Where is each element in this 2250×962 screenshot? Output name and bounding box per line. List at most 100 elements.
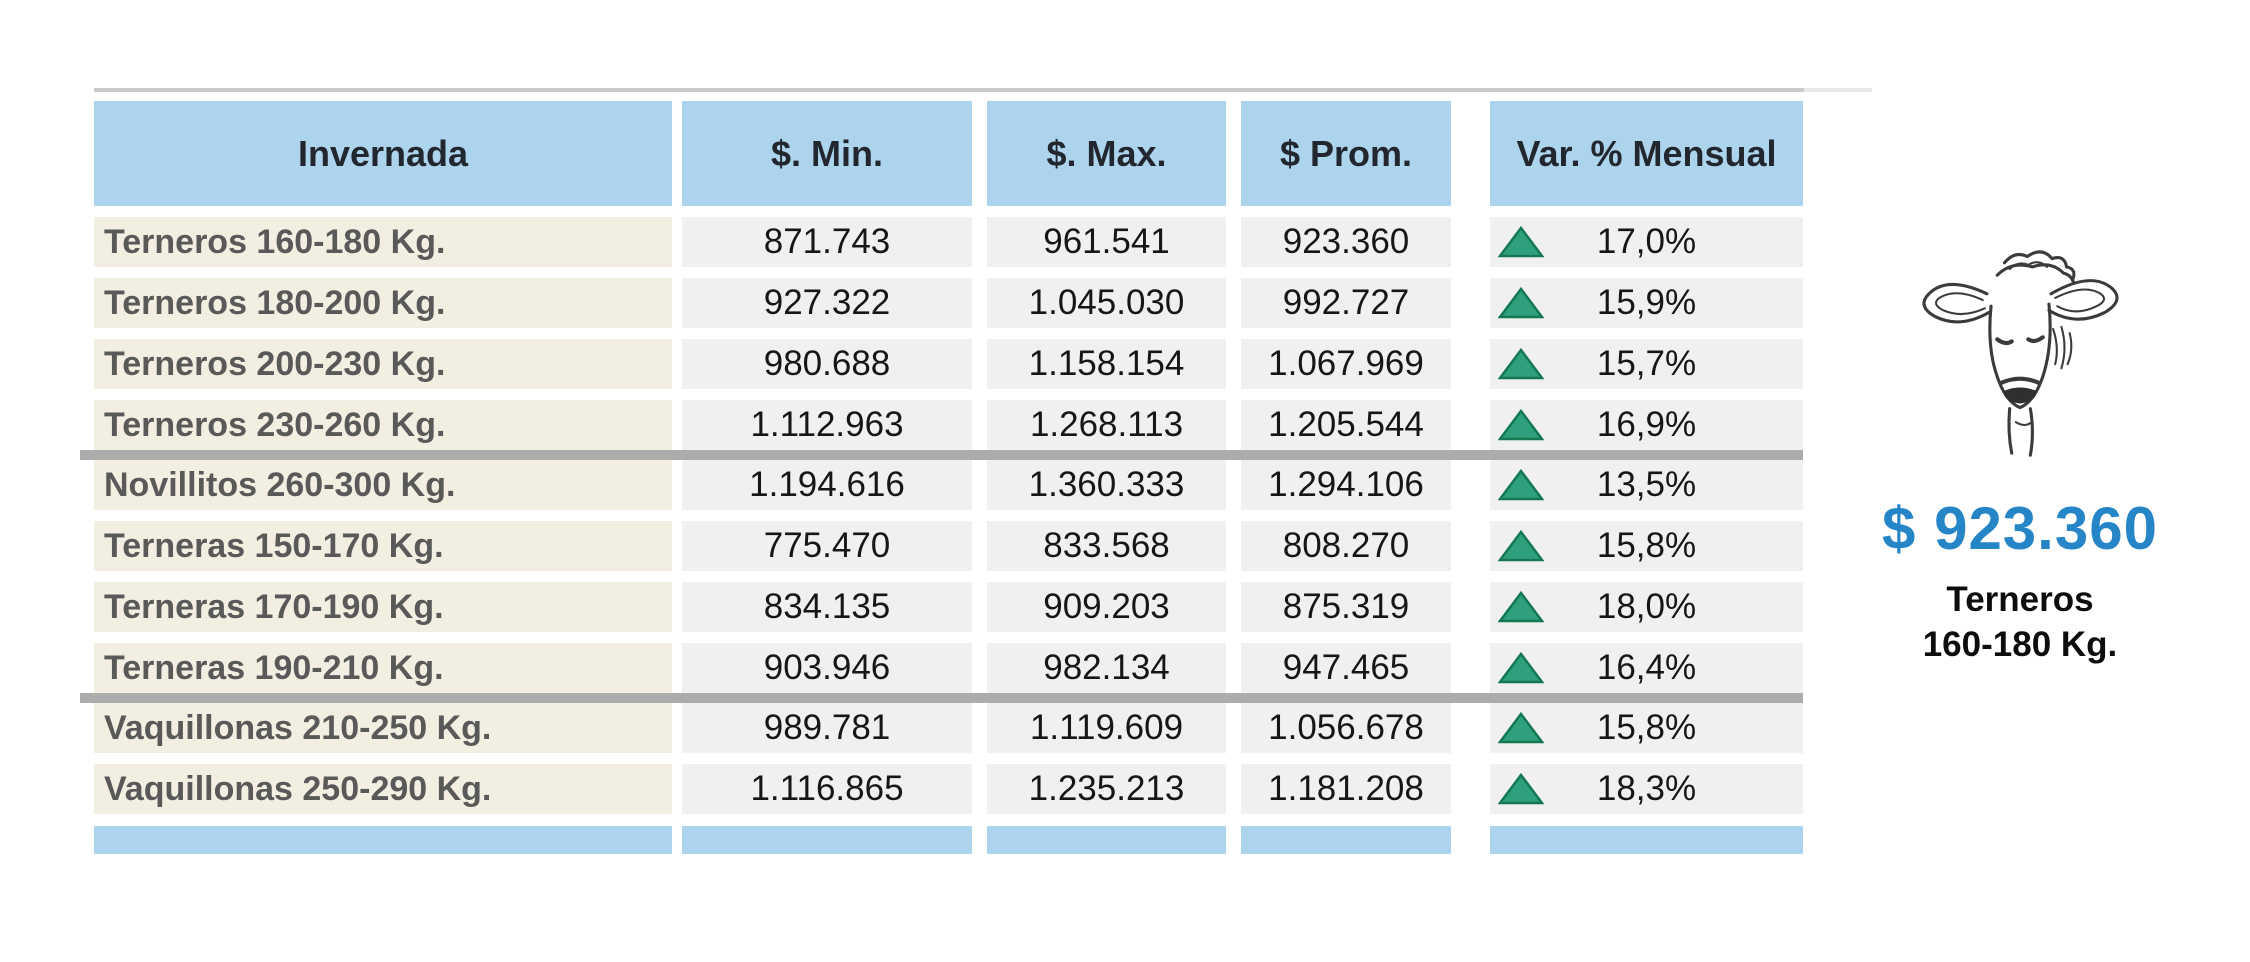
variation-percent: 17,0% bbox=[1596, 222, 1697, 261]
row-max-price: 1.045.030 bbox=[987, 278, 1226, 328]
footer-band-segment bbox=[1241, 826, 1451, 854]
variation-percent: 16,4% bbox=[1596, 648, 1697, 687]
row-monthly-variation: 16,9% bbox=[1490, 400, 1803, 450]
row-monthly-variation: 15,7% bbox=[1490, 339, 1803, 389]
variation-percent: 13,5% bbox=[1596, 465, 1697, 504]
highlight-category-line1: Terneros bbox=[1946, 580, 2094, 619]
highlight-panel: $ 923.360 Terneros 160-180 Kg. bbox=[1848, 240, 2192, 667]
row-category-label: Terneros 230-260 Kg. bbox=[94, 400, 672, 450]
row-min-price: 903.946 bbox=[682, 643, 972, 693]
variation-percent: 18,3% bbox=[1596, 769, 1697, 808]
row-avg-price: 1.181.208 bbox=[1241, 764, 1451, 814]
variation-percent: 16,9% bbox=[1596, 405, 1697, 444]
row-category-label: Terneros 180-200 Kg. bbox=[94, 278, 672, 328]
table-top-border-line bbox=[94, 88, 1804, 92]
row-min-price: 1.194.616 bbox=[682, 460, 972, 510]
row-monthly-variation: 16,4% bbox=[1490, 643, 1803, 693]
row-category-label: Terneros 160-180 Kg. bbox=[94, 217, 672, 267]
table-row: Terneros 200-230 Kg. 980.688 1.158.154 1.06… bbox=[94, 339, 1803, 389]
row-min-price: 834.135 bbox=[682, 582, 972, 632]
row-avg-price: 1.056.678 bbox=[1241, 703, 1451, 753]
variation-percent: 18,0% bbox=[1596, 587, 1697, 626]
row-avg-price: 947.465 bbox=[1241, 643, 1451, 693]
row-avg-price: 1.205.544 bbox=[1241, 400, 1451, 450]
row-monthly-variation: 18,0% bbox=[1490, 582, 1803, 632]
row-max-price: 909.203 bbox=[987, 582, 1226, 632]
table-row: Terneras 170-190 Kg. 834.135 909.203 875.31… bbox=[94, 582, 1803, 632]
row-category-label: Novillitos 260-300 Kg. bbox=[94, 460, 672, 510]
table-footer-band bbox=[94, 826, 1803, 854]
row-monthly-variation: 15,8% bbox=[1490, 703, 1803, 753]
up-triangle-icon bbox=[1498, 529, 1544, 562]
table-row: Terneros 180-200 Kg. 927.322 1.045.030 992.… bbox=[94, 278, 1803, 328]
footer-band-segment bbox=[1490, 826, 1803, 854]
row-avg-price: 808.270 bbox=[1241, 521, 1451, 571]
row-category-label: Terneras 150-170 Kg. bbox=[94, 521, 672, 571]
up-triangle-icon bbox=[1498, 347, 1544, 380]
group-divider bbox=[80, 450, 1803, 460]
row-max-price: 1.158.154 bbox=[987, 339, 1226, 389]
up-triangle-icon bbox=[1498, 651, 1544, 684]
header-monthly-var: Var. % Mensual bbox=[1490, 101, 1803, 206]
row-category-label: Terneras 190-210 Kg. bbox=[94, 643, 672, 693]
footer-band-segment bbox=[682, 826, 972, 854]
row-min-price: 989.781 bbox=[682, 703, 972, 753]
row-avg-price: 923.360 bbox=[1241, 217, 1451, 267]
row-min-price: 980.688 bbox=[682, 339, 972, 389]
row-monthly-variation: 13,5% bbox=[1490, 460, 1803, 510]
highlight-category-line2: 160-180 Kg. bbox=[1922, 625, 2118, 664]
header-invernada: Invernada bbox=[94, 101, 672, 206]
row-min-price: 871.743 bbox=[682, 217, 972, 267]
row-monthly-variation: 15,9% bbox=[1490, 278, 1803, 328]
row-category-label: Vaquillonas 250-290 Kg. bbox=[94, 764, 672, 814]
up-triangle-icon bbox=[1498, 225, 1544, 258]
group-divider bbox=[80, 693, 1803, 703]
row-monthly-variation: 15,8% bbox=[1490, 521, 1803, 571]
table-row: Terneras 190-210 Kg. 903.946 982.134 947.46… bbox=[94, 643, 1803, 693]
up-triangle-icon bbox=[1498, 468, 1544, 501]
row-category-label: Terneros 200-230 Kg. bbox=[94, 339, 672, 389]
header-avg-price: $ Prom. bbox=[1241, 101, 1451, 206]
row-avg-price: 1.294.106 bbox=[1241, 460, 1451, 510]
row-avg-price: 875.319 bbox=[1241, 582, 1451, 632]
up-triangle-icon bbox=[1498, 590, 1544, 623]
row-min-price: 1.112.963 bbox=[682, 400, 972, 450]
row-monthly-variation: 17,0% bbox=[1490, 217, 1803, 267]
row-max-price: 1.235.213 bbox=[987, 764, 1226, 814]
row-max-price: 1.360.333 bbox=[987, 460, 1226, 510]
row-avg-price: 1.067.969 bbox=[1241, 339, 1451, 389]
row-max-price: 982.134 bbox=[987, 643, 1226, 693]
cow-sketch-icon bbox=[1922, 250, 2119, 457]
row-max-price: 961.541 bbox=[987, 217, 1226, 267]
table-row: Vaquillonas 250-290 Kg. 1.116.865 1.235.21… bbox=[94, 764, 1803, 814]
variation-percent: 15,7% bbox=[1596, 344, 1697, 383]
table-header-row: Invernada $. Min. $. Max. $ Prom. Var. %… bbox=[94, 101, 1803, 206]
table-row: Terneras 150-170 Kg. 775.470 833.568 808.27… bbox=[94, 521, 1803, 571]
row-min-price: 927.322 bbox=[682, 278, 972, 328]
table-row: Terneros 160-180 Kg. 871.743 961.541 923.36… bbox=[94, 217, 1803, 267]
row-category-label: Vaquillonas 210-250 Kg. bbox=[94, 703, 672, 753]
up-triangle-icon bbox=[1498, 286, 1544, 319]
up-triangle-icon bbox=[1498, 772, 1544, 805]
table-body: Terneros 160-180 Kg. 871.743 961.541 923.36… bbox=[80, 217, 1803, 814]
table-row: Novillitos 260-300 Kg. 1.194.616 1.360.333… bbox=[94, 460, 1803, 510]
row-min-price: 775.470 bbox=[682, 521, 972, 571]
row-max-price: 833.568 bbox=[987, 521, 1226, 571]
row-avg-price: 992.727 bbox=[1241, 278, 1451, 328]
row-max-price: 1.268.113 bbox=[987, 400, 1226, 450]
table-row: Vaquillonas 210-250 Kg. 989.781 1.119.609 1… bbox=[94, 703, 1803, 753]
row-max-price: 1.119.609 bbox=[987, 703, 1226, 753]
table-top-border-line-ext bbox=[1804, 88, 1872, 92]
row-min-price: 1.116.865 bbox=[682, 764, 972, 814]
up-triangle-icon bbox=[1498, 408, 1544, 441]
footer-band-segment bbox=[987, 826, 1226, 854]
variation-percent: 15,9% bbox=[1596, 283, 1697, 322]
row-monthly-variation: 18,3% bbox=[1490, 764, 1803, 814]
invernada-price-table: Invernada $. Min. $. Max. $ Prom. Var. %… bbox=[80, 101, 1803, 854]
header-max-price: $. Max. bbox=[987, 101, 1226, 206]
up-triangle-icon bbox=[1498, 711, 1544, 744]
variation-percent: 15,8% bbox=[1596, 526, 1697, 565]
row-category-label: Terneras 170-190 Kg. bbox=[94, 582, 672, 632]
footer-band-segment bbox=[94, 826, 672, 854]
